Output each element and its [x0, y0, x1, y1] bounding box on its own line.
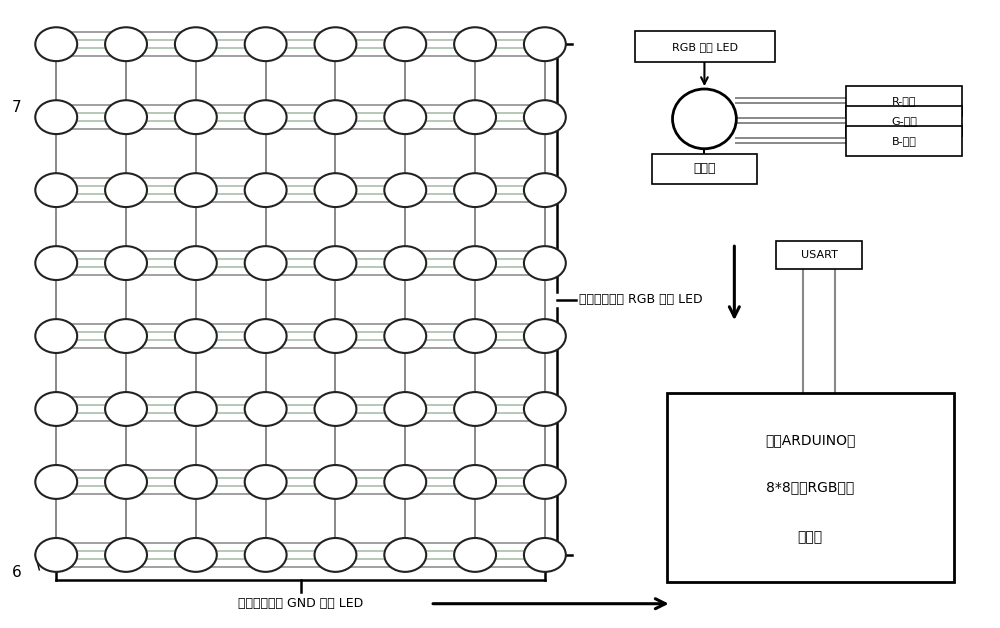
Ellipse shape — [454, 319, 496, 353]
FancyBboxPatch shape — [667, 392, 954, 582]
Ellipse shape — [105, 465, 147, 499]
Ellipse shape — [454, 246, 496, 280]
Ellipse shape — [245, 246, 287, 280]
Ellipse shape — [384, 538, 426, 572]
Ellipse shape — [105, 27, 147, 61]
Ellipse shape — [454, 465, 496, 499]
Ellipse shape — [35, 246, 77, 280]
Ellipse shape — [35, 319, 77, 353]
Ellipse shape — [384, 246, 426, 280]
Ellipse shape — [384, 173, 426, 207]
Ellipse shape — [315, 100, 356, 134]
Text: 8*8三色RGB点阵: 8*8三色RGB点阵 — [766, 480, 854, 494]
Text: 八路横向并联 RGB 控制 LED: 八路横向并联 RGB 控制 LED — [579, 293, 703, 306]
Ellipse shape — [35, 538, 77, 572]
Text: RGB 三色 LED: RGB 三色 LED — [672, 41, 738, 51]
Ellipse shape — [384, 27, 426, 61]
Ellipse shape — [315, 246, 356, 280]
Ellipse shape — [245, 392, 287, 426]
Ellipse shape — [384, 319, 426, 353]
Text: 基于ARDUINO的: 基于ARDUINO的 — [765, 434, 855, 448]
Ellipse shape — [175, 100, 217, 134]
Ellipse shape — [35, 465, 77, 499]
Text: 6: 6 — [12, 565, 21, 580]
Ellipse shape — [245, 319, 287, 353]
Ellipse shape — [524, 392, 566, 426]
FancyBboxPatch shape — [635, 31, 775, 62]
Text: 八路纵向并联 GND 控制 LED: 八路纵向并联 GND 控制 LED — [238, 597, 363, 610]
Ellipse shape — [524, 173, 566, 207]
Ellipse shape — [175, 319, 217, 353]
Text: G-绿色: G-绿色 — [891, 116, 917, 126]
Ellipse shape — [105, 100, 147, 134]
Ellipse shape — [524, 27, 566, 61]
Ellipse shape — [175, 392, 217, 426]
Ellipse shape — [315, 173, 356, 207]
Ellipse shape — [175, 465, 217, 499]
FancyBboxPatch shape — [652, 154, 757, 183]
Ellipse shape — [315, 465, 356, 499]
Ellipse shape — [524, 319, 566, 353]
Ellipse shape — [454, 392, 496, 426]
Ellipse shape — [454, 538, 496, 572]
Ellipse shape — [245, 538, 287, 572]
Ellipse shape — [524, 100, 566, 134]
FancyBboxPatch shape — [846, 106, 962, 136]
Ellipse shape — [673, 89, 736, 149]
Text: 公共阳: 公共阳 — [693, 162, 716, 175]
FancyBboxPatch shape — [776, 241, 862, 269]
FancyBboxPatch shape — [846, 126, 962, 156]
Ellipse shape — [175, 538, 217, 572]
Ellipse shape — [105, 392, 147, 426]
Ellipse shape — [105, 246, 147, 280]
Ellipse shape — [175, 173, 217, 207]
Ellipse shape — [245, 100, 287, 134]
Ellipse shape — [315, 392, 356, 426]
Ellipse shape — [524, 246, 566, 280]
Ellipse shape — [384, 465, 426, 499]
Ellipse shape — [35, 392, 77, 426]
Text: R-红色: R-红色 — [892, 96, 916, 106]
Ellipse shape — [105, 173, 147, 207]
Ellipse shape — [454, 173, 496, 207]
Text: 控制器: 控制器 — [798, 531, 823, 544]
Ellipse shape — [175, 246, 217, 280]
Ellipse shape — [35, 27, 77, 61]
Ellipse shape — [454, 100, 496, 134]
Ellipse shape — [105, 319, 147, 353]
Ellipse shape — [245, 465, 287, 499]
Ellipse shape — [524, 465, 566, 499]
Ellipse shape — [315, 319, 356, 353]
Text: 7: 7 — [12, 100, 21, 115]
Ellipse shape — [315, 538, 356, 572]
Ellipse shape — [245, 173, 287, 207]
Ellipse shape — [384, 100, 426, 134]
Ellipse shape — [245, 27, 287, 61]
FancyBboxPatch shape — [846, 86, 962, 116]
Ellipse shape — [315, 27, 356, 61]
Ellipse shape — [35, 173, 77, 207]
Ellipse shape — [384, 392, 426, 426]
Ellipse shape — [454, 27, 496, 61]
Text: B-蓝色: B-蓝色 — [891, 136, 916, 146]
Ellipse shape — [524, 538, 566, 572]
Text: USART: USART — [801, 251, 838, 260]
Ellipse shape — [175, 27, 217, 61]
Ellipse shape — [35, 100, 77, 134]
Ellipse shape — [105, 538, 147, 572]
